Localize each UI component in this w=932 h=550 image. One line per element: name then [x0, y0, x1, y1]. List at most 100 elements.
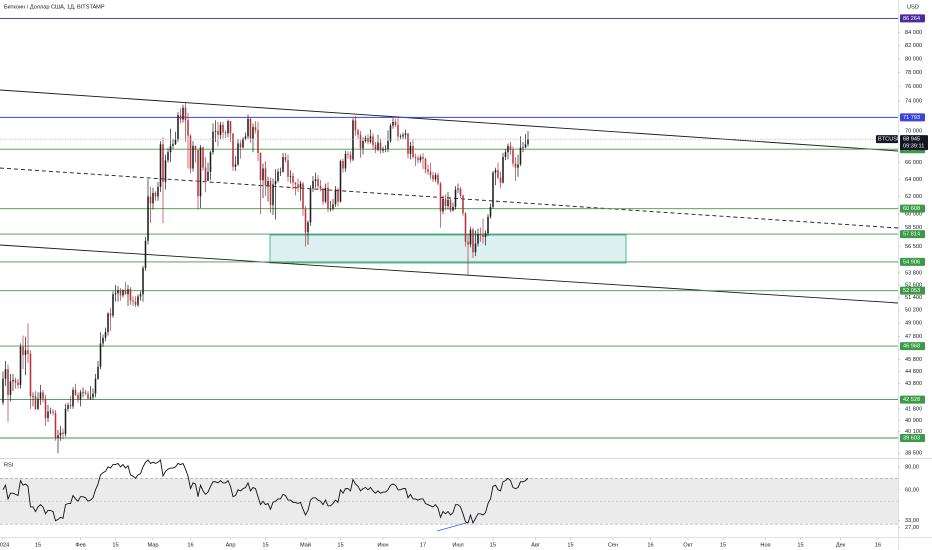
candle-body [59, 432, 62, 436]
y-tick-label: 40 900 [905, 418, 922, 424]
candle-body [464, 213, 467, 242]
candle-body [404, 133, 407, 135]
x-tick-label: 15 [35, 542, 41, 548]
candle-body [229, 121, 232, 134]
candle-body [219, 124, 222, 135]
candle-body [252, 127, 254, 139]
candle-body [212, 131, 214, 153]
level-label-box [900, 395, 925, 404]
candle-body [152, 192, 154, 204]
candle-body [254, 127, 257, 131]
y-tick-label: 76 000 [905, 84, 922, 90]
level-label-box [900, 230, 925, 239]
level-label-box [900, 257, 925, 266]
candle-body [322, 188, 324, 202]
candle-body [114, 293, 117, 295]
y-tick-label: 47 800 [905, 334, 922, 340]
candle-body [164, 160, 167, 182]
candle-body [459, 188, 462, 196]
candle-body [4, 369, 7, 379]
candle-body [47, 411, 49, 418]
candle-body [184, 107, 187, 121]
candle-body [124, 290, 127, 295]
candle-body [14, 380, 17, 383]
candle-body [237, 143, 239, 165]
candle-body [172, 144, 174, 146]
rsi-tick-label: 60,00 [905, 487, 919, 493]
candle-body [224, 132, 227, 134]
candle-body [232, 133, 234, 167]
y-tick-label: 44 800 [905, 369, 922, 375]
candle-body [422, 157, 424, 159]
x-tick-label: 16 [187, 542, 193, 548]
candle-body [434, 175, 437, 180]
candle-body [169, 145, 172, 153]
candle-body [234, 164, 237, 167]
level-label-box [900, 113, 925, 122]
x-tick-label: 2024 [0, 542, 9, 548]
candle-body [352, 120, 354, 160]
candle-body [522, 147, 524, 149]
candle-body [394, 121, 397, 125]
candle-body [9, 381, 12, 395]
candle-body [19, 346, 22, 385]
candle-body [287, 160, 289, 177]
level-label-box [900, 204, 925, 213]
candle-body [344, 153, 347, 169]
candle-body [412, 145, 414, 158]
candle-body [97, 366, 99, 379]
candle-body [157, 186, 159, 197]
candle-body [329, 208, 332, 210]
candle-body [294, 182, 297, 185]
candle-body [214, 131, 217, 132]
candle-body [397, 124, 399, 137]
candle-body [122, 290, 124, 296]
candle-body [364, 137, 367, 142]
candle-body [209, 152, 212, 172]
candle-body [304, 208, 307, 233]
level-label: 52 053 [903, 288, 920, 294]
x-tick-label: Дек [836, 542, 846, 548]
candle-body [527, 139, 529, 145]
candle-body [44, 398, 47, 418]
candle-body [454, 189, 457, 207]
candle-body [199, 147, 202, 197]
level-label-box [900, 14, 925, 23]
candle-body [242, 138, 244, 148]
candle-body [502, 157, 504, 183]
candle-body [292, 175, 294, 183]
candle-body [289, 175, 292, 177]
trend-line-upper [0, 89, 899, 152]
candle-body [347, 153, 349, 155]
candle-body [32, 396, 34, 397]
candle-body [424, 158, 427, 170]
x-tick-label: Мар [148, 542, 159, 548]
candle-body [217, 131, 219, 135]
candle-body [167, 152, 169, 161]
x-tick-label: Фев [75, 542, 85, 548]
candle-body [187, 120, 189, 136]
trend-line-lower [0, 244, 899, 304]
candle-body [487, 216, 489, 234]
level-label: 86 264 [903, 16, 920, 22]
candle-body [134, 301, 137, 305]
x-tick-label: Сен [608, 542, 618, 548]
candle-body [272, 184, 274, 206]
candle-body [519, 147, 522, 165]
candle-body [64, 408, 67, 434]
y-tick-label: 82 000 [905, 43, 922, 49]
y-tick-label: 51 400 [905, 295, 922, 301]
y-tick-label: 84 000 [905, 30, 922, 36]
candle-body [194, 145, 197, 150]
candle-body [147, 196, 149, 241]
candle-body [94, 378, 97, 394]
candle-body [77, 394, 79, 400]
candle-body [42, 392, 44, 399]
y-tick-label: 66 000 [905, 160, 922, 166]
candle-body [494, 170, 497, 173]
x-tick-label: 15 [797, 542, 803, 548]
y-tick-label: 64 000 [905, 177, 922, 183]
y-tick-label: 40 100 [905, 429, 922, 435]
candle-body [29, 353, 32, 397]
candle-body [524, 144, 527, 148]
